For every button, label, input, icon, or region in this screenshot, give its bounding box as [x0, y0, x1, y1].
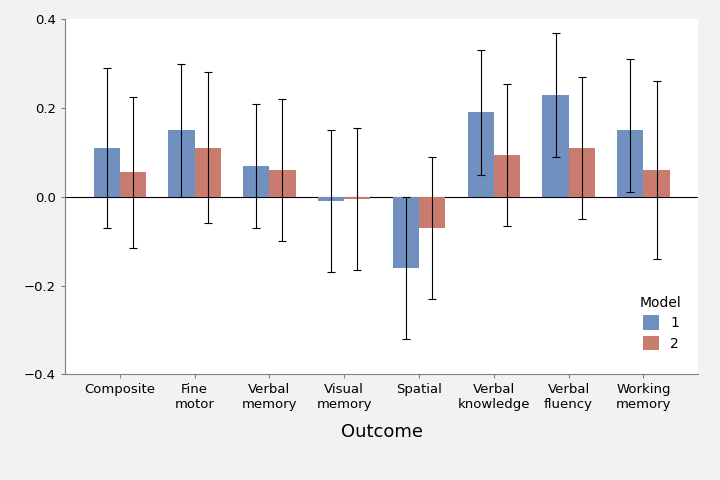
- Bar: [419, 197, 445, 228]
- Bar: [494, 155, 520, 197]
- Bar: [542, 95, 569, 197]
- Bar: [344, 197, 370, 199]
- Bar: [644, 170, 670, 197]
- Bar: [168, 130, 194, 197]
- Bar: [318, 197, 344, 201]
- Bar: [393, 197, 419, 268]
- Bar: [194, 148, 221, 197]
- Bar: [243, 166, 269, 197]
- Bar: [617, 130, 644, 197]
- Bar: [269, 170, 296, 197]
- Bar: [94, 148, 120, 197]
- Bar: [569, 148, 595, 197]
- Bar: [467, 112, 494, 197]
- Legend: 1, 2: 1, 2: [630, 286, 691, 360]
- X-axis label: Outcome: Outcome: [341, 422, 423, 441]
- Bar: [120, 172, 146, 197]
